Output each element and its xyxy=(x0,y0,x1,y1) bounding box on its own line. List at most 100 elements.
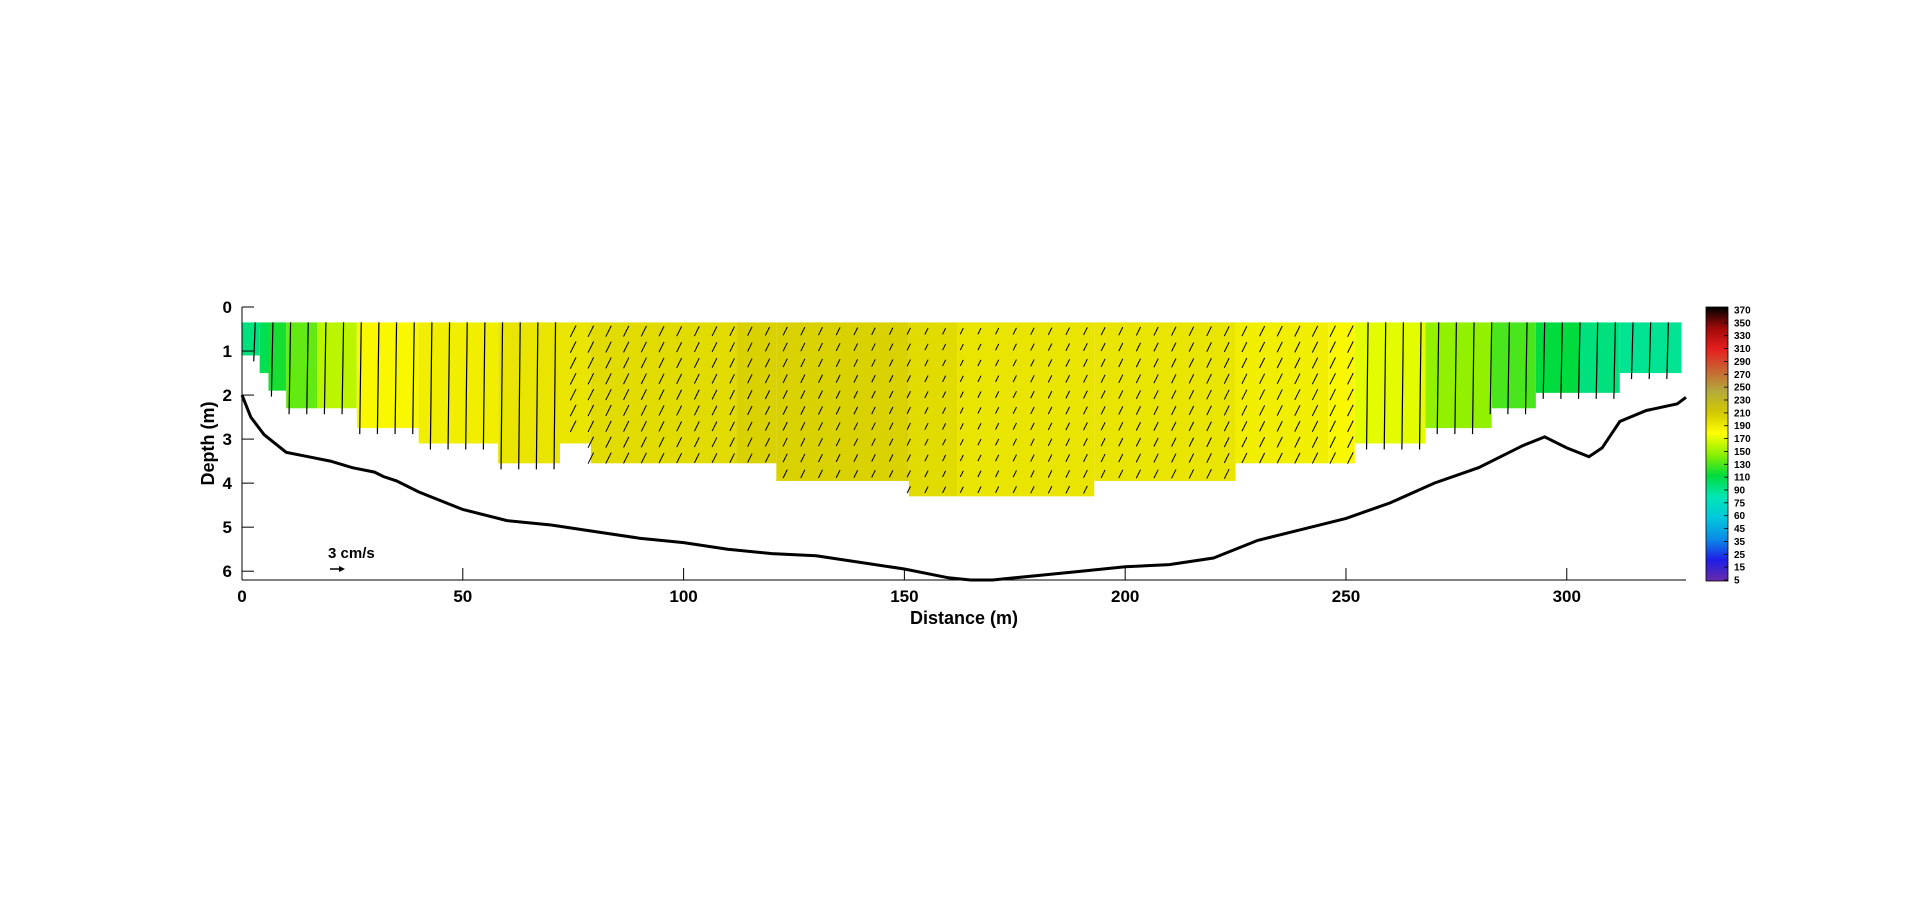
velocity-arrow xyxy=(764,358,771,368)
velocity-arrow xyxy=(959,438,964,446)
velocity-arrow xyxy=(711,421,718,432)
velocity-arrow xyxy=(1595,322,1599,399)
velocity-arrow xyxy=(1171,342,1177,352)
velocity-arrow xyxy=(995,486,1000,494)
colorbar-tick-label: 45 xyxy=(1734,524,1746,535)
velocity-arrow xyxy=(977,407,982,414)
velocity-arrow xyxy=(569,341,577,353)
velocity-cell xyxy=(908,322,958,497)
velocity-arrow xyxy=(1648,322,1652,380)
velocity-arrow xyxy=(906,343,911,351)
velocity-arrow xyxy=(729,326,735,337)
velocity-arrow xyxy=(1418,322,1422,450)
velocity-arrow xyxy=(871,390,876,399)
velocity-arrow xyxy=(1153,453,1159,463)
velocity-arrow xyxy=(1311,357,1319,369)
velocity-arrow xyxy=(1347,452,1354,464)
velocity-arrow xyxy=(1276,373,1283,385)
velocity-arrow xyxy=(1329,404,1336,417)
velocity-arrow xyxy=(1259,421,1266,432)
velocity-cell xyxy=(1094,322,1236,481)
velocity-arrow xyxy=(1577,322,1581,399)
velocity-arrow xyxy=(1153,326,1159,336)
velocity-arrow xyxy=(1047,359,1053,367)
velocity-cell xyxy=(776,322,909,481)
velocity-arrow xyxy=(871,327,876,336)
velocity-arrow xyxy=(693,452,700,464)
velocity-arrow xyxy=(782,358,788,368)
velocity-arrow xyxy=(729,405,735,416)
x-tick-label: 0 xyxy=(237,587,246,606)
velocity-arrow xyxy=(1188,358,1195,368)
velocity-arrow xyxy=(1171,374,1177,384)
velocity-arrow xyxy=(1047,343,1053,351)
velocity-arrow xyxy=(1188,389,1195,400)
velocity-arrow xyxy=(658,452,665,464)
velocity-arrow xyxy=(1171,469,1177,479)
velocity-arrow xyxy=(1188,373,1195,384)
velocity-arrow xyxy=(640,420,647,432)
y-tick-label: 3 xyxy=(223,430,232,449)
velocity-arrow xyxy=(818,342,823,352)
velocity-arrow xyxy=(747,453,753,463)
y-axis-title: Depth (m) xyxy=(198,402,218,486)
velocity-arrow xyxy=(640,373,647,385)
velocity-arrow xyxy=(1065,374,1071,383)
velocity-arrow xyxy=(906,422,911,430)
velocity-arrow xyxy=(676,389,683,400)
velocity-arrow xyxy=(676,452,683,464)
axes: 0 50 100 150 200 250 300 0 1 2 3 4 5 6 xyxy=(223,298,1686,606)
velocity-arrow xyxy=(1630,322,1634,380)
velocity-arrow xyxy=(1329,372,1336,385)
velocity-arrow xyxy=(888,406,894,415)
velocity-arrow xyxy=(1171,326,1177,336)
velocity-arrow xyxy=(605,404,612,417)
velocity-arrow xyxy=(1542,322,1546,399)
velocity-arrow xyxy=(888,470,894,478)
velocity-arrow xyxy=(764,453,771,463)
velocity-arrow xyxy=(1065,327,1071,336)
velocity-arrow xyxy=(888,422,894,431)
velocity-arrow xyxy=(569,356,577,369)
velocity-arrow xyxy=(995,438,1000,446)
velocity-arrow xyxy=(1171,421,1177,432)
colorbar-tick-label: 330 xyxy=(1734,331,1751,342)
velocity-arrow xyxy=(1329,420,1336,433)
velocity-arrow xyxy=(1311,420,1319,432)
velocity-arrow xyxy=(640,436,647,448)
velocity-arrow xyxy=(1171,358,1177,368)
velocity-arrow xyxy=(1012,406,1017,415)
velocity-arrow xyxy=(1065,406,1071,415)
velocity-arrow xyxy=(1012,327,1017,335)
velocity-cell xyxy=(736,322,777,464)
velocity-arrow xyxy=(1259,341,1266,353)
velocity-arrow xyxy=(853,390,859,399)
velocity-arrow xyxy=(676,405,683,416)
velocity-arrow xyxy=(959,454,964,462)
velocity-arrow xyxy=(764,437,771,447)
velocity-cells xyxy=(242,322,1682,497)
velocity-arrow xyxy=(800,437,806,447)
velocity-arrow xyxy=(1135,374,1141,384)
velocity-arrow xyxy=(412,322,415,435)
colorbar-tick-label: 35 xyxy=(1734,537,1746,548)
velocity-arrow xyxy=(1329,325,1336,337)
velocity-arrow xyxy=(623,420,630,432)
velocity-arrow xyxy=(1241,421,1248,432)
velocity-arrow xyxy=(569,388,577,401)
velocity-arrow xyxy=(906,327,911,335)
velocity-arrow xyxy=(1188,437,1195,447)
y-tick-label: 2 xyxy=(223,386,232,405)
velocity-arrow xyxy=(1012,422,1017,430)
velocity-arrow xyxy=(1223,389,1230,400)
velocity-arrow xyxy=(1153,469,1159,479)
velocity-arrow xyxy=(1276,420,1283,432)
velocity-arrow xyxy=(853,358,859,367)
velocity-arrow xyxy=(995,327,1000,335)
velocity-arrow xyxy=(1083,327,1088,336)
colorbar-gradient xyxy=(1705,306,1729,582)
velocity-arrow xyxy=(1329,341,1336,353)
velocity-arrow xyxy=(995,422,1000,430)
velocity-arrow xyxy=(1259,452,1266,464)
